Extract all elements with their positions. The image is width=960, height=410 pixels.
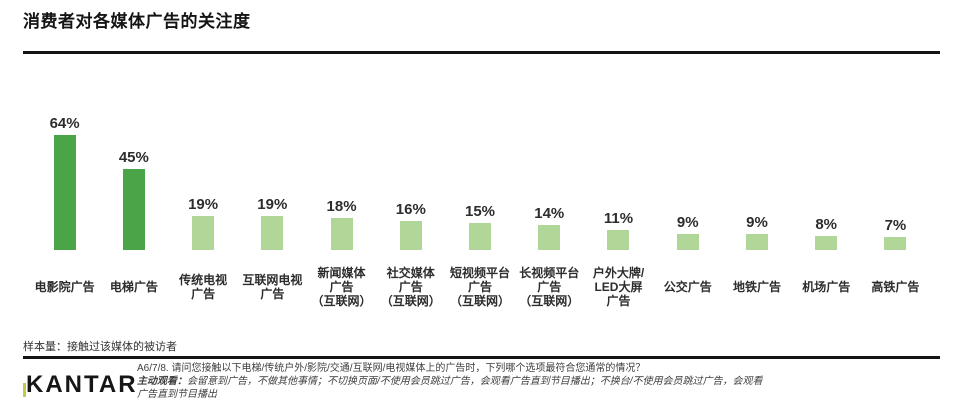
bar-stack: 8% [815,98,838,250]
bar-stack: 15% [465,98,495,250]
kantar-logo: KANTAR [23,371,138,398]
bar [676,234,699,250]
bar-category-label: 机场广告 [802,279,851,294]
bar-column: 14% 长视频平台 广告 （互联网） [515,98,584,318]
bar-column: 15% 短视频平台 广告 （互联网） [445,98,514,318]
bar [884,237,907,250]
bar-value-label: 11% [603,210,634,227]
bar-chart: 64% 电影院广告 45% 电梯广告 19% 传统电视 广告 19% [30,98,930,318]
bar-category-label: 互联网电视 广告 [242,272,303,301]
bar-column: 11% 户外大牌/LED大屏 广告 [584,98,653,318]
bar [122,169,145,250]
bar [261,216,284,250]
bar [815,236,838,250]
bar-value-label: 19% [257,196,288,213]
bar-category-label: 高铁广告 [871,279,920,294]
title-divider-rule [23,51,940,54]
bar-value-label: 8% [815,216,838,233]
bar-stack: 64% [50,98,80,250]
bar-stack: 11% [604,98,633,250]
bar-stack: 16% [396,98,426,250]
bar [399,221,422,250]
bar-column: 64% 电影院广告 [30,98,99,318]
bar-column: 19% 传统电视 广告 [168,98,237,318]
bar-value-label: 64% [49,115,80,132]
bar-stack: 19% [257,98,287,250]
bar-value-label: 9% [676,214,699,231]
bar-column: 19% 互联网电视 广告 [238,98,307,318]
footnote: A6/7/8. 请问您接触以下电梯/传统户外/影院/交通/互联网/电视媒体上的广… [137,362,777,401]
bar-value-label: 7% [884,217,907,234]
footnote-lead: 主动观看： [137,376,187,387]
bar-value-label: 19% [188,196,219,213]
bar-stack: 9% [676,98,699,250]
bar-column: 7% 高铁广告 [861,98,930,318]
bar-category-label: 传统电视 广告 [179,272,228,301]
footnote-continued: 广告直到节目播出 [137,389,217,400]
bar-stack: 45% [119,98,149,250]
bar-category-label: 地铁广告 [732,279,781,294]
bar-stack: 19% [188,98,218,250]
bar-column: 9% 公交广告 [653,98,722,318]
bar-column: 45% 电梯广告 [99,98,168,318]
bar-value-label: 9% [746,214,768,231]
bar-category-label: 公交广告 [663,279,712,294]
bar [745,234,768,250]
kantar-logo-accent [23,383,26,397]
bar-stack: 14% [534,98,564,250]
bar-category-label: 电影院广告 [34,279,95,294]
bar-stack: 18% [327,98,357,250]
footnote-body: 会留意到广告，不做其他事情；不切换页面/不使用会员跳过广告，会观看广告直到节目播… [187,376,763,387]
bar-column: 18% 新闻媒体 广告 （互联网） [307,98,376,318]
bar-column: 16% 社交媒体 广告 （互联网） [376,98,445,318]
bar [607,230,630,250]
bar-category-label: 短视频平台 广告 （互联网） [450,265,511,309]
bar-category-label: 新闻媒体 广告 （互联网） [311,265,372,309]
page-title: 消费者对各媒体广告的关注度 [23,12,251,31]
sample-size-note: 样本量：接触过该媒体的被访者 [23,341,177,353]
bar-stack: 7% [884,98,907,250]
bar [192,216,215,250]
footer-divider-rule [23,356,940,359]
bar-category-label: 户外大牌/LED大屏 广告 [592,265,645,309]
bar-value-label: 45% [118,149,149,166]
bar-column: 8% 机场广告 [792,98,861,318]
bar-category-label: 长视频平台 广告 （互联网） [519,265,580,309]
bar-category-label: 社交媒体 广告 （互联网） [380,265,441,309]
bar [53,135,76,250]
bar [330,218,353,250]
bar [469,223,492,250]
bar-value-label: 16% [395,201,426,218]
bar-value-label: 14% [534,205,565,222]
bar [538,225,561,250]
footnote-question: A6/7/8. 请问您接触以下电梯/传统户外/影院/交通/互联网/电视媒体上的广… [137,363,646,374]
bars-row: 64% 电影院广告 45% 电梯广告 19% 传统电视 广告 19% [30,98,930,318]
bar-category-label: 电梯广告 [109,279,158,294]
bar-value-label: 18% [326,198,357,215]
bar-stack: 9% [745,98,768,250]
kantar-logo-text: KANTAR [26,371,138,398]
bar-value-label: 15% [465,203,496,220]
bar-column: 9% 地铁广告 [722,98,791,318]
